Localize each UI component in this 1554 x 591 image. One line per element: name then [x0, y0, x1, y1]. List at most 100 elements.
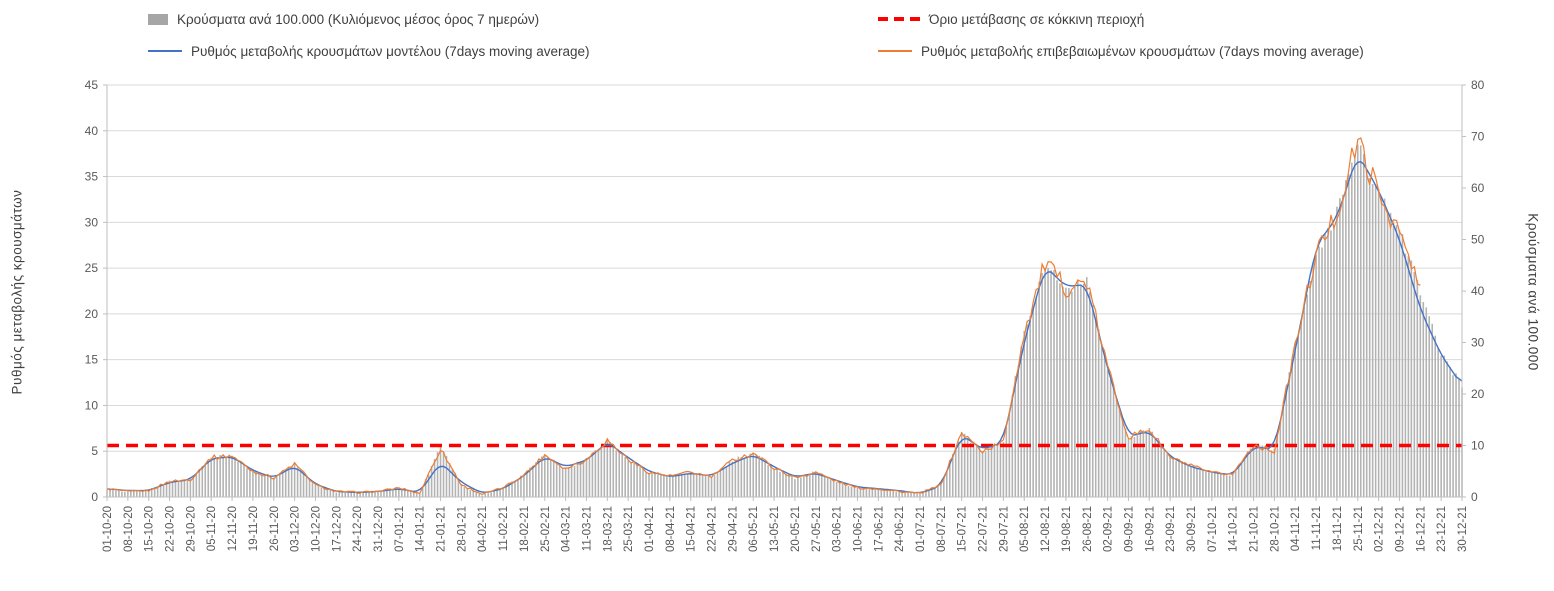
x-axis-tick-label: 19-11-20: [248, 506, 260, 551]
left-axis-tick-label: 40: [85, 124, 99, 138]
bar: [1100, 343, 1103, 497]
bar: [287, 467, 290, 497]
bar: [496, 489, 498, 497]
x-axis-tick-label: 07-01-21: [394, 506, 406, 552]
bar: [115, 490, 117, 497]
bar: [481, 495, 484, 497]
bar: [514, 481, 516, 497]
bar: [558, 465, 561, 497]
bar: [1056, 280, 1058, 497]
bar: [478, 493, 481, 497]
bar: [978, 446, 981, 497]
bar: [931, 488, 933, 497]
bar: [963, 433, 966, 497]
bar: [797, 477, 799, 497]
bar: [272, 477, 275, 497]
bar: [752, 452, 755, 497]
left-axis-tick-label: 35: [85, 170, 99, 184]
bar: [338, 491, 341, 497]
bar: [1041, 273, 1043, 497]
bar: [1303, 306, 1305, 497]
legend-item-threshold: Όριο μετάβασης σε κόκκινη περιοχή: [878, 9, 1144, 29]
bar: [538, 459, 540, 497]
bar: [877, 489, 880, 497]
bar: [460, 484, 463, 497]
bar: [576, 461, 579, 497]
bar: [1217, 473, 1219, 497]
x-axis-tick-label: 22-07-21: [978, 506, 990, 552]
bar: [198, 468, 201, 497]
x-axis-tick-label: 20-05-21: [790, 506, 802, 552]
bar: [951, 453, 954, 497]
bar: [1455, 373, 1457, 497]
x-axis-tick-label: 01-10-20: [102, 506, 114, 552]
bar: [1038, 281, 1040, 497]
bar: [1166, 453, 1168, 497]
bar: [1082, 283, 1085, 497]
bar: [883, 488, 886, 497]
bar: [1327, 227, 1329, 498]
bar: [910, 492, 912, 497]
bar: [633, 462, 635, 497]
bar: [1214, 472, 1216, 497]
bar: [1255, 446, 1258, 497]
bar: [293, 462, 296, 497]
bar: [505, 485, 507, 497]
bar: [433, 459, 436, 497]
bar: [966, 438, 969, 497]
bar: [618, 450, 621, 497]
bar: [445, 455, 448, 497]
bar: [222, 457, 224, 497]
x-axis-tick-label: 15-07-21: [957, 506, 969, 552]
left-axis-tick-label: 25: [85, 261, 99, 275]
bar: [770, 464, 772, 497]
bar: [683, 474, 686, 497]
bar: [1285, 388, 1288, 497]
x-axis-tick-label: 13-05-21: [769, 506, 781, 552]
bar: [1178, 460, 1180, 497]
bar: [356, 493, 358, 497]
bar: [892, 490, 894, 497]
bar: [517, 479, 519, 497]
bar: [880, 490, 883, 497]
bar: [776, 469, 778, 497]
bar: [1264, 446, 1267, 497]
bar: [1252, 445, 1255, 497]
bars-series: [106, 144, 1463, 498]
bar: [350, 492, 352, 497]
x-axis-tick-label: 26-08-21: [1082, 506, 1094, 552]
bar: [969, 442, 972, 497]
x-axis-tick-label: 08-10-20: [123, 506, 135, 552]
x-axis-tick-label: 22-10-20: [165, 506, 177, 552]
bar: [189, 478, 192, 497]
x-axis-tick-label: 25-03-21: [623, 506, 635, 552]
bar: [1032, 306, 1034, 497]
bar: [636, 464, 638, 497]
bar: [1053, 270, 1055, 497]
bar: [698, 474, 701, 497]
bar: [264, 475, 266, 497]
bar: [532, 466, 534, 497]
bar: [710, 478, 713, 497]
bar: [689, 472, 692, 497]
bar: [1425, 307, 1428, 497]
bar: [1181, 461, 1183, 497]
bar: [112, 488, 114, 497]
bar: [409, 490, 412, 497]
left-axis-tick-label: 15: [85, 353, 99, 367]
bar: [472, 489, 475, 497]
bar: [1419, 295, 1422, 497]
bar: [1318, 246, 1320, 497]
bar: [731, 461, 734, 497]
bar: [255, 470, 257, 497]
bar: [1091, 305, 1094, 497]
bar: [567, 467, 570, 497]
bar: [993, 446, 996, 497]
bar: [383, 490, 385, 497]
bar: [957, 441, 960, 497]
bar: [1458, 378, 1460, 497]
bar: [1422, 302, 1425, 497]
bar: [353, 491, 355, 497]
bar: [448, 462, 451, 497]
